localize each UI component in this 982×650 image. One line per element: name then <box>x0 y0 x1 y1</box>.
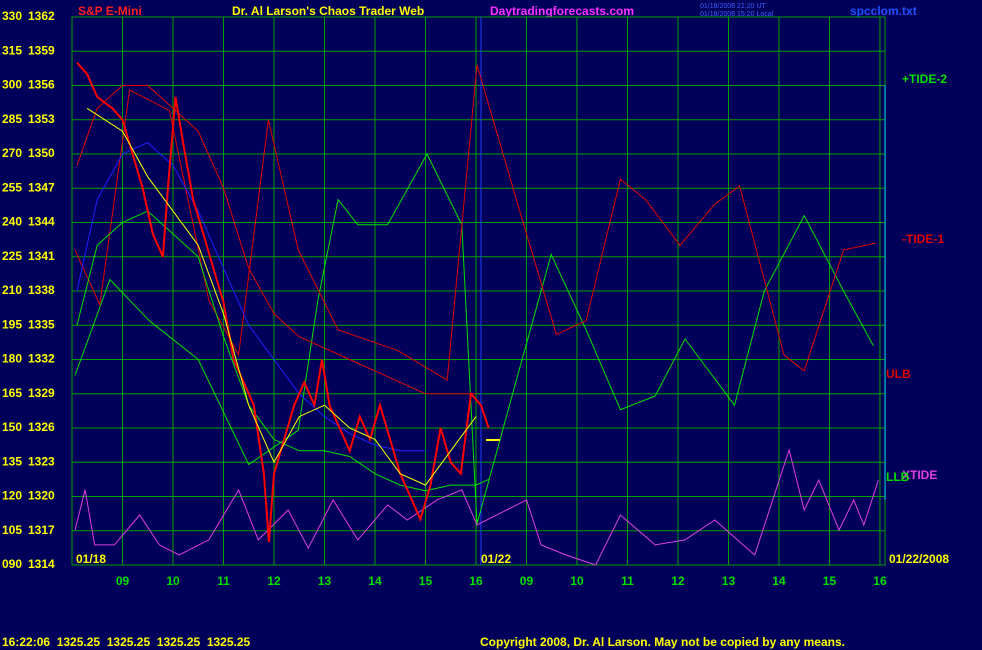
y2-tick-label: 1341 <box>28 249 55 263</box>
copyright: Copyright 2008, Dr. Al Larson. May not b… <box>480 635 845 649</box>
x-tick-label: 16 <box>469 574 483 588</box>
y-tick-label: 240 <box>2 215 22 229</box>
legend-label: +TIDE-2 <box>902 72 947 86</box>
series-line <box>76 62 490 543</box>
x-tick-label: 09 <box>116 574 130 588</box>
y-tick-label: 090 <box>2 557 22 571</box>
y-tick-label: 315 <box>2 43 22 57</box>
y2-tick-label: 1317 <box>28 523 55 537</box>
y-tick-label: 165 <box>2 386 22 400</box>
series-line <box>76 85 476 395</box>
y2-tick-label: 1347 <box>28 180 55 194</box>
y-tick-label: 225 <box>2 249 22 263</box>
x-tick-label: 10 <box>166 574 180 588</box>
y2-tick-label: 1353 <box>28 112 55 126</box>
series-line <box>86 107 477 486</box>
file-name: spcclom.txt <box>850 4 917 18</box>
y2-tick-label: 1362 <box>28 9 55 23</box>
x-tick-label: 11 <box>621 574 634 588</box>
y2-tick-label: 1359 <box>28 43 55 57</box>
y-tick-label: 150 <box>2 420 22 434</box>
legend-label: -TIDE-1 <box>902 232 944 246</box>
y2-tick-label: 1338 <box>28 283 55 297</box>
series-line <box>74 448 879 566</box>
y-tick-label: 195 <box>2 317 22 331</box>
y2-tick-label: 1344 <box>28 215 55 229</box>
x-tick-label: 11 <box>217 574 230 588</box>
timestamp: 01/18/2008 15:20 Local <box>700 11 774 18</box>
y-tick-label: 270 <box>2 146 22 160</box>
y2-tick-label: 1329 <box>28 386 55 400</box>
x-tick-label: 14 <box>772 574 786 588</box>
y-tick-label: 105 <box>2 523 22 537</box>
chart-title: Dr. Al Larson's Chaos Trader Web <box>232 4 424 18</box>
date-label: 01/22/2008 <box>889 552 949 566</box>
site: Daytradingforecasts.com <box>490 4 634 18</box>
x-tick-label: 12 <box>267 574 281 588</box>
date-label: 01/22 <box>481 552 511 566</box>
date-label: 01/18 <box>76 552 106 566</box>
status: 16:22:06 1325.25 1325.25 1325.25 1325.25 <box>2 635 251 649</box>
y-tick-label: 120 <box>2 489 22 503</box>
y2-tick-label: 1323 <box>28 454 55 468</box>
y2-tick-label: 1350 <box>28 146 55 160</box>
x-tick-label: 13 <box>722 574 736 588</box>
x-tick-label: 09 <box>520 574 534 588</box>
series-line <box>74 152 874 525</box>
y2-tick-label: 1314 <box>28 557 55 571</box>
y-tick-label: 285 <box>2 112 22 126</box>
y-tick-label: 255 <box>2 180 22 194</box>
x-tick-label: 10 <box>570 574 584 588</box>
y2-tick-label: 1332 <box>28 352 55 366</box>
y-tick-label: 135 <box>2 454 22 468</box>
y2-tick-label: 1356 <box>28 78 55 92</box>
y-tick-label: 210 <box>2 283 22 297</box>
y-tick-label: 180 <box>2 352 22 366</box>
x-tick-label: 13 <box>318 574 332 588</box>
x-tick-label: 15 <box>823 574 837 588</box>
timestamp: 01/18/2008 21:20 UT <box>700 3 766 10</box>
y2-tick-label: 1335 <box>28 317 55 331</box>
legend-label: LLB <box>886 470 910 484</box>
legend-label: XTIDE <box>902 468 937 482</box>
x-tick-label: 15 <box>419 574 433 588</box>
x-tick-label: 16 <box>873 574 887 588</box>
y-tick-label: 330 <box>2 9 22 23</box>
y2-tick-label: 1320 <box>28 489 55 503</box>
y2-tick-label: 1326 <box>28 420 55 434</box>
subtitle: S&P E-Mini <box>78 4 142 18</box>
x-tick-label: 12 <box>671 574 685 588</box>
y-tick-label: 300 <box>2 78 22 92</box>
x-tick-label: 14 <box>368 574 382 588</box>
legend-label: ULB <box>886 367 911 381</box>
